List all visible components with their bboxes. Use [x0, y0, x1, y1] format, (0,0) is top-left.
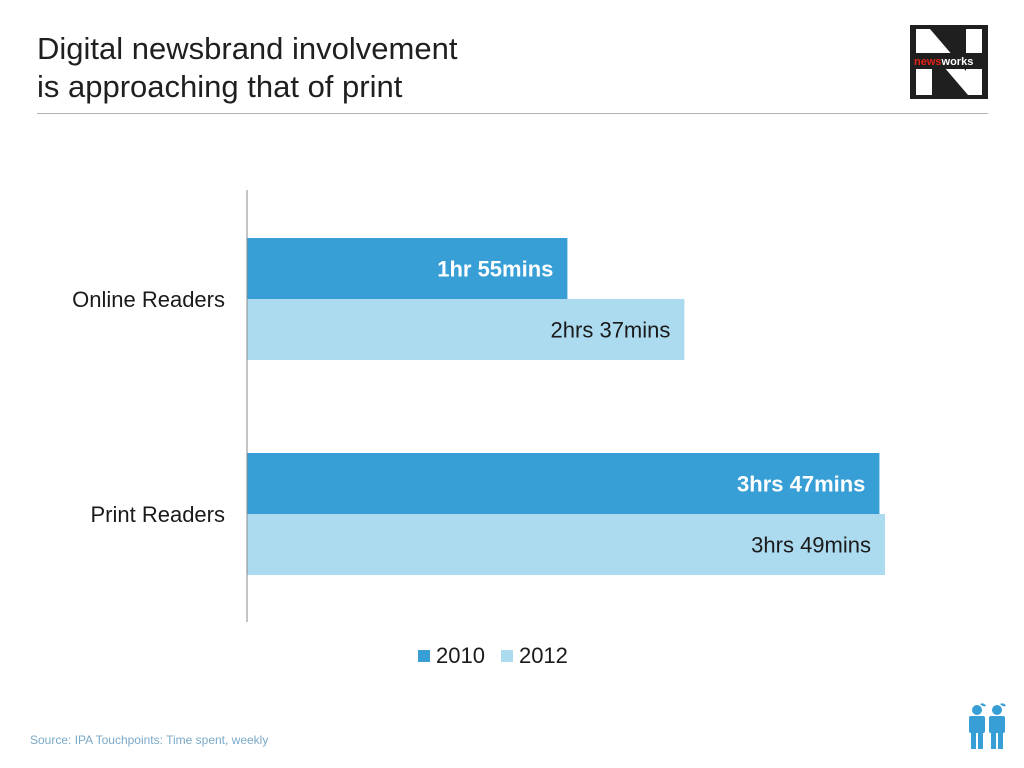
- bar-chart: 1hr 55mins 2hrs 37mins Online Readers 3hrs …: [72, 190, 885, 622]
- source-note: Source: IPA Touchpoints: Time spent, wee…: [30, 733, 269, 747]
- category-label-print-readers: Print Readers: [90, 502, 225, 527]
- legend-item-2010: 2010: [418, 643, 485, 669]
- svg-text:newsworks: newsworks: [914, 56, 973, 68]
- logo-text-news: news: [914, 56, 942, 68]
- bar-2010-print-readers: [247, 453, 880, 514]
- data-label-2010-print-readers: 3hrs 47mins: [737, 472, 865, 497]
- title-divider: [37, 113, 988, 114]
- legend-swatch-2010: [418, 650, 430, 662]
- bar-2012-online-readers: [247, 299, 685, 360]
- bar-2010-online-readers: [247, 238, 568, 299]
- legend-label-2010: 2010: [436, 643, 485, 668]
- data-label-2012-print-readers: 3hrs 49mins: [751, 533, 871, 558]
- slide-title-line-1: Digital newsbrand involvement: [37, 31, 458, 66]
- legend-label-2012: 2012: [518, 643, 568, 668]
- slide-title-line-2: is approaching that of print: [37, 69, 403, 104]
- legend-item-2012: 2012: [500, 643, 568, 669]
- slide-title: Digital newsbrand involvement is approac…: [37, 30, 457, 106]
- reading-people-icon: [966, 702, 1008, 750]
- data-label-2012-online-readers: 2hrs 37mins: [551, 318, 671, 343]
- bar-2012-print-readers: [247, 514, 885, 575]
- legend-swatch-2012: [500, 650, 513, 662]
- category-label-online-readers: Online Readers: [72, 287, 225, 312]
- chart-legend: 2010 2012: [418, 643, 584, 669]
- newsworks-logo: newsworks: [910, 25, 988, 99]
- data-label-2010-online-readers: 1hr 55mins: [437, 257, 553, 282]
- logo-text-works: works: [941, 56, 974, 68]
